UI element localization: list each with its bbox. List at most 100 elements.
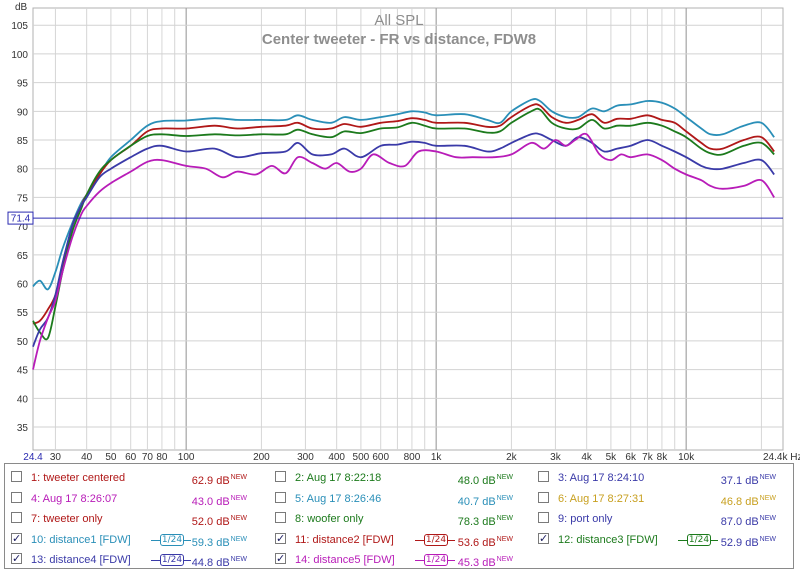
legend-checkbox[interactable] (11, 491, 22, 503)
y-tick-label: 45 (17, 366, 29, 377)
x-tick-label: 200 (253, 452, 270, 462)
x-tick-label: 4k (581, 452, 593, 462)
legend-entry[interactable]: 3: Aug 17 8:24:10 37.1 dBNEW (538, 468, 776, 488)
y-tick-label: 105 (11, 21, 28, 32)
legend-checkbox[interactable] (538, 491, 549, 503)
y-tick-label: 95 (17, 79, 29, 90)
x-tick-label: 30 (50, 452, 62, 462)
legend-entry[interactable]: 11: distance2 [FDW] 1/24 53.6 dBNEW (275, 529, 513, 550)
x-tick-label: 3k (550, 452, 562, 462)
y-tick-label: 85 (17, 136, 29, 147)
legend-entry[interactable]: 2: Aug 17 8:22:18 48.0 dBNEW (275, 468, 513, 488)
y-tick-label: 90 (17, 107, 29, 118)
y-unit-label: dB (15, 2, 28, 13)
series-line-14 (32, 132, 775, 370)
spl-chart: 35 40 45 50 55 60 65 70 75 80 85 90 95 100 105 30 40 50 60… (7, 2, 800, 462)
y-tick-label: 65 (17, 251, 29, 262)
chart-grid (32, 7, 784, 451)
legend-label: 6: Aug 17 8:27:31 (558, 492, 645, 505)
legend-value: 48.0 dBNEW (457, 474, 513, 487)
x-tick-label: 6k (625, 452, 637, 462)
y-tick-label: 80 (17, 165, 29, 176)
legend-label: 3: Aug 17 8:24:10 (558, 472, 645, 484)
legend-value: 52.9 dBNEW (720, 535, 776, 549)
smoothing-value: 1/24 (160, 533, 184, 546)
legend-value: 40.7 dBNEW (457, 494, 513, 508)
legend-checkbox[interactable] (275, 529, 286, 549)
legend-value: 59.3 dBNEW (191, 535, 247, 549)
legend-checkbox[interactable] (11, 471, 22, 482)
legend-checkbox[interactable] (11, 512, 22, 523)
legend-entry[interactable]: 6: Aug 17 8:27:31 46.8 dBNEW (538, 489, 776, 509)
legend-entry[interactable]: 10: distance1 [FDW] 1/24 59.3 dBNEW (11, 529, 247, 550)
smoothing-badge[interactable]: 1/24 (151, 533, 191, 546)
legend-value: 43.0 dBNEW (191, 494, 247, 508)
legend-panel: 1: tweeter centered 62.9 dBNEW 2: Aug 17 8… (4, 463, 794, 569)
legend-entry[interactable]: 1: tweeter centered 62.9 dBNEW (11, 468, 247, 488)
x-tick-label: 60 (125, 452, 137, 462)
series-line-13 (32, 132, 775, 348)
x-tick-label: 2k (506, 452, 518, 462)
smoothing-value: 1/24 (687, 533, 711, 546)
legend-entry[interactable]: 8: woofer only 78.3 dBNEW (275, 509, 513, 529)
legend-checkbox[interactable] (275, 491, 286, 503)
legend-value: 37.1 dBNEW (720, 474, 776, 487)
legend-entry[interactable]: 9: port only 87.0 dBNEW (538, 509, 776, 529)
y-tick-label: 50 (17, 337, 29, 348)
legend-label: 8: woofer only (295, 513, 364, 525)
legend-checkbox[interactable] (538, 529, 549, 549)
x-tick-label: 500 (353, 452, 370, 462)
legend-entry[interactable]: 12: distance3 [FDW] 1/24 52.9 dBNEW (538, 529, 776, 550)
legend-entry[interactable]: 7: tweeter only 52.0 dBNEW (11, 509, 247, 529)
x-tick-label: 50 (105, 452, 117, 462)
x-tick-label: 1k (431, 452, 443, 462)
x-tick-label: 5k (606, 452, 618, 462)
chart-subtitle: Center tweeter - FR vs distance, FDW8 (262, 31, 536, 48)
smoothing-badge[interactable]: 1/24 (415, 554, 455, 566)
x-tick-label: 800 (404, 452, 421, 462)
legend-checkbox[interactable] (11, 549, 22, 569)
legend-checkbox[interactable] (538, 512, 549, 523)
x-tick-label: 80 (156, 452, 168, 462)
legend-value: 87.0 dBNEW (720, 515, 776, 528)
legend-checkbox[interactable] (538, 471, 549, 482)
legend-entry[interactable]: 4: Aug 17 8:26:07 43.0 dBNEW (11, 489, 247, 509)
smoothing-value: 1/24 (160, 554, 184, 566)
cursor-value: 71.4 (11, 214, 31, 225)
y-tick-label: 75 (17, 193, 29, 204)
legend-value: 53.6 dBNEW (457, 535, 513, 549)
legend-label: 7: tweeter only (31, 513, 103, 525)
x-tick-label: 40 (81, 452, 93, 462)
legend-entry[interactable]: 5: Aug 17 8:26:46 40.7 dBNEW (275, 489, 513, 509)
legend-label: 9: port only (558, 513, 613, 525)
x-tick-label: 600 (372, 452, 389, 462)
legend-checkbox[interactable] (275, 512, 286, 523)
x-tick-label: 70 (142, 452, 154, 462)
legend-checkbox[interactable] (11, 529, 22, 549)
series-line-12 (32, 107, 775, 341)
smoothing-badge[interactable]: 1/24 (151, 554, 191, 566)
x-end-label: 24.4k Hz (763, 452, 800, 462)
legend-value: 44.8 dBNEW (191, 556, 247, 569)
legend-label: 5: Aug 17 8:26:46 (295, 492, 382, 505)
smoothing-value: 1/24 (424, 533, 448, 546)
x-tick-label: 400 (328, 452, 345, 462)
series-line-11 (32, 103, 775, 325)
x-tick-label: 10k (678, 452, 695, 462)
legend-label: 4: Aug 17 8:26:07 (31, 492, 118, 505)
legend-label: 13: distance4 [FDW] (31, 554, 131, 566)
legend-checkbox[interactable] (275, 549, 286, 569)
y-tick-label: 55 (17, 308, 29, 319)
x-tick-label: 7k (642, 452, 654, 462)
smoothing-badge[interactable]: 1/24 (415, 533, 455, 546)
legend-label: 12: distance3 [FDW] (558, 533, 658, 546)
legend-label: 1: tweeter centered (31, 472, 126, 484)
legend-checkbox[interactable] (275, 471, 286, 482)
smoothing-badge[interactable]: 1/24 (678, 533, 718, 546)
x-tick-label: 100 (178, 452, 195, 462)
legend-label: 14: distance5 [FDW] (295, 554, 395, 566)
legend-entry[interactable]: 14: distance5 [FDW] 1/24 45.3 dBNEW (275, 549, 513, 570)
legend-entry[interactable]: 13: distance4 [FDW] 1/24 44.8 dBNEW (11, 549, 247, 570)
y-tick-label: 35 (17, 423, 29, 434)
x-start-label: 24.4 (23, 452, 43, 462)
